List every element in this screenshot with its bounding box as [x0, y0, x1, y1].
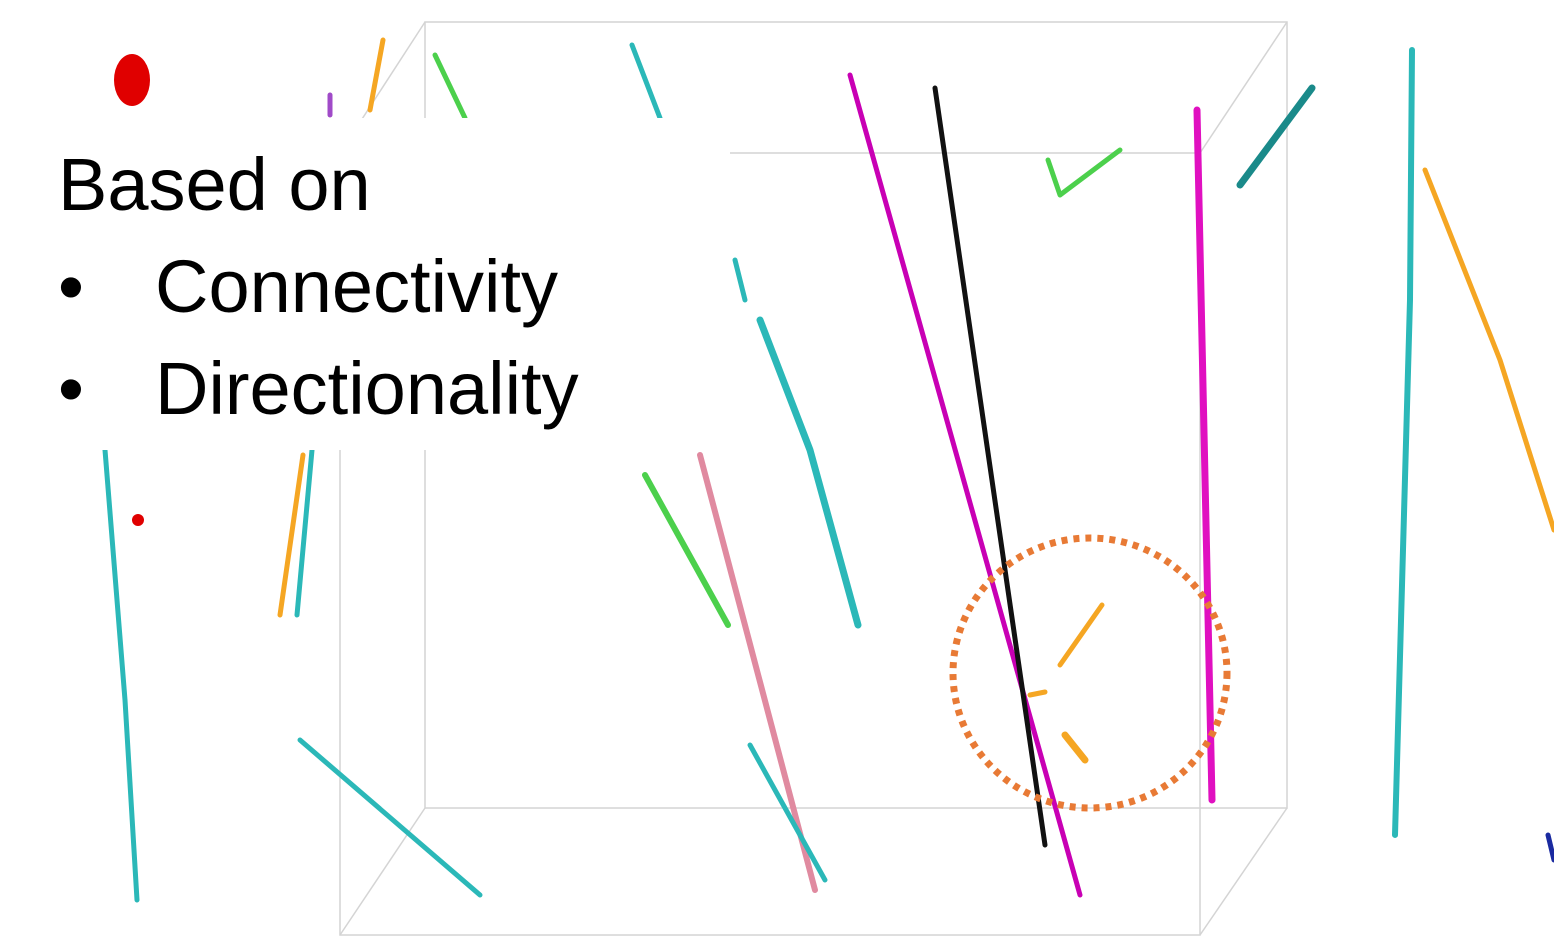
bullet: • — [58, 250, 84, 324]
item-text: Directionality — [155, 352, 579, 426]
text-panel: Based on • Connectivity • Directionality — [40, 118, 730, 450]
track — [700, 455, 815, 890]
track — [632, 45, 660, 118]
track — [370, 40, 383, 110]
track — [1425, 170, 1554, 530]
edge — [1200, 808, 1287, 935]
edge — [1200, 22, 1287, 153]
track — [435, 55, 465, 118]
track — [760, 320, 858, 625]
track — [1548, 835, 1554, 860]
track — [1030, 692, 1045, 695]
track — [1048, 150, 1120, 195]
track — [105, 450, 137, 900]
track — [750, 745, 825, 880]
highlight-circle — [953, 538, 1227, 808]
edge — [340, 808, 425, 935]
red-cluster — [114, 54, 150, 106]
list-item: • Directionality — [40, 352, 730, 432]
track — [645, 475, 728, 625]
list-item: • Connectivity — [40, 250, 730, 330]
red-cluster — [132, 514, 144, 526]
track — [300, 740, 480, 895]
track — [1060, 605, 1102, 665]
page: {"text": {"heading": "Based on", "items"… — [0, 0, 1554, 940]
item-text: Connectivity — [155, 250, 558, 324]
track — [1240, 88, 1312, 185]
bullet: • — [58, 352, 84, 426]
track — [850, 75, 1080, 895]
track — [1395, 50, 1412, 835]
heading: Based on — [58, 148, 371, 222]
track — [935, 88, 1045, 845]
track — [1065, 735, 1085, 760]
track — [735, 260, 745, 300]
